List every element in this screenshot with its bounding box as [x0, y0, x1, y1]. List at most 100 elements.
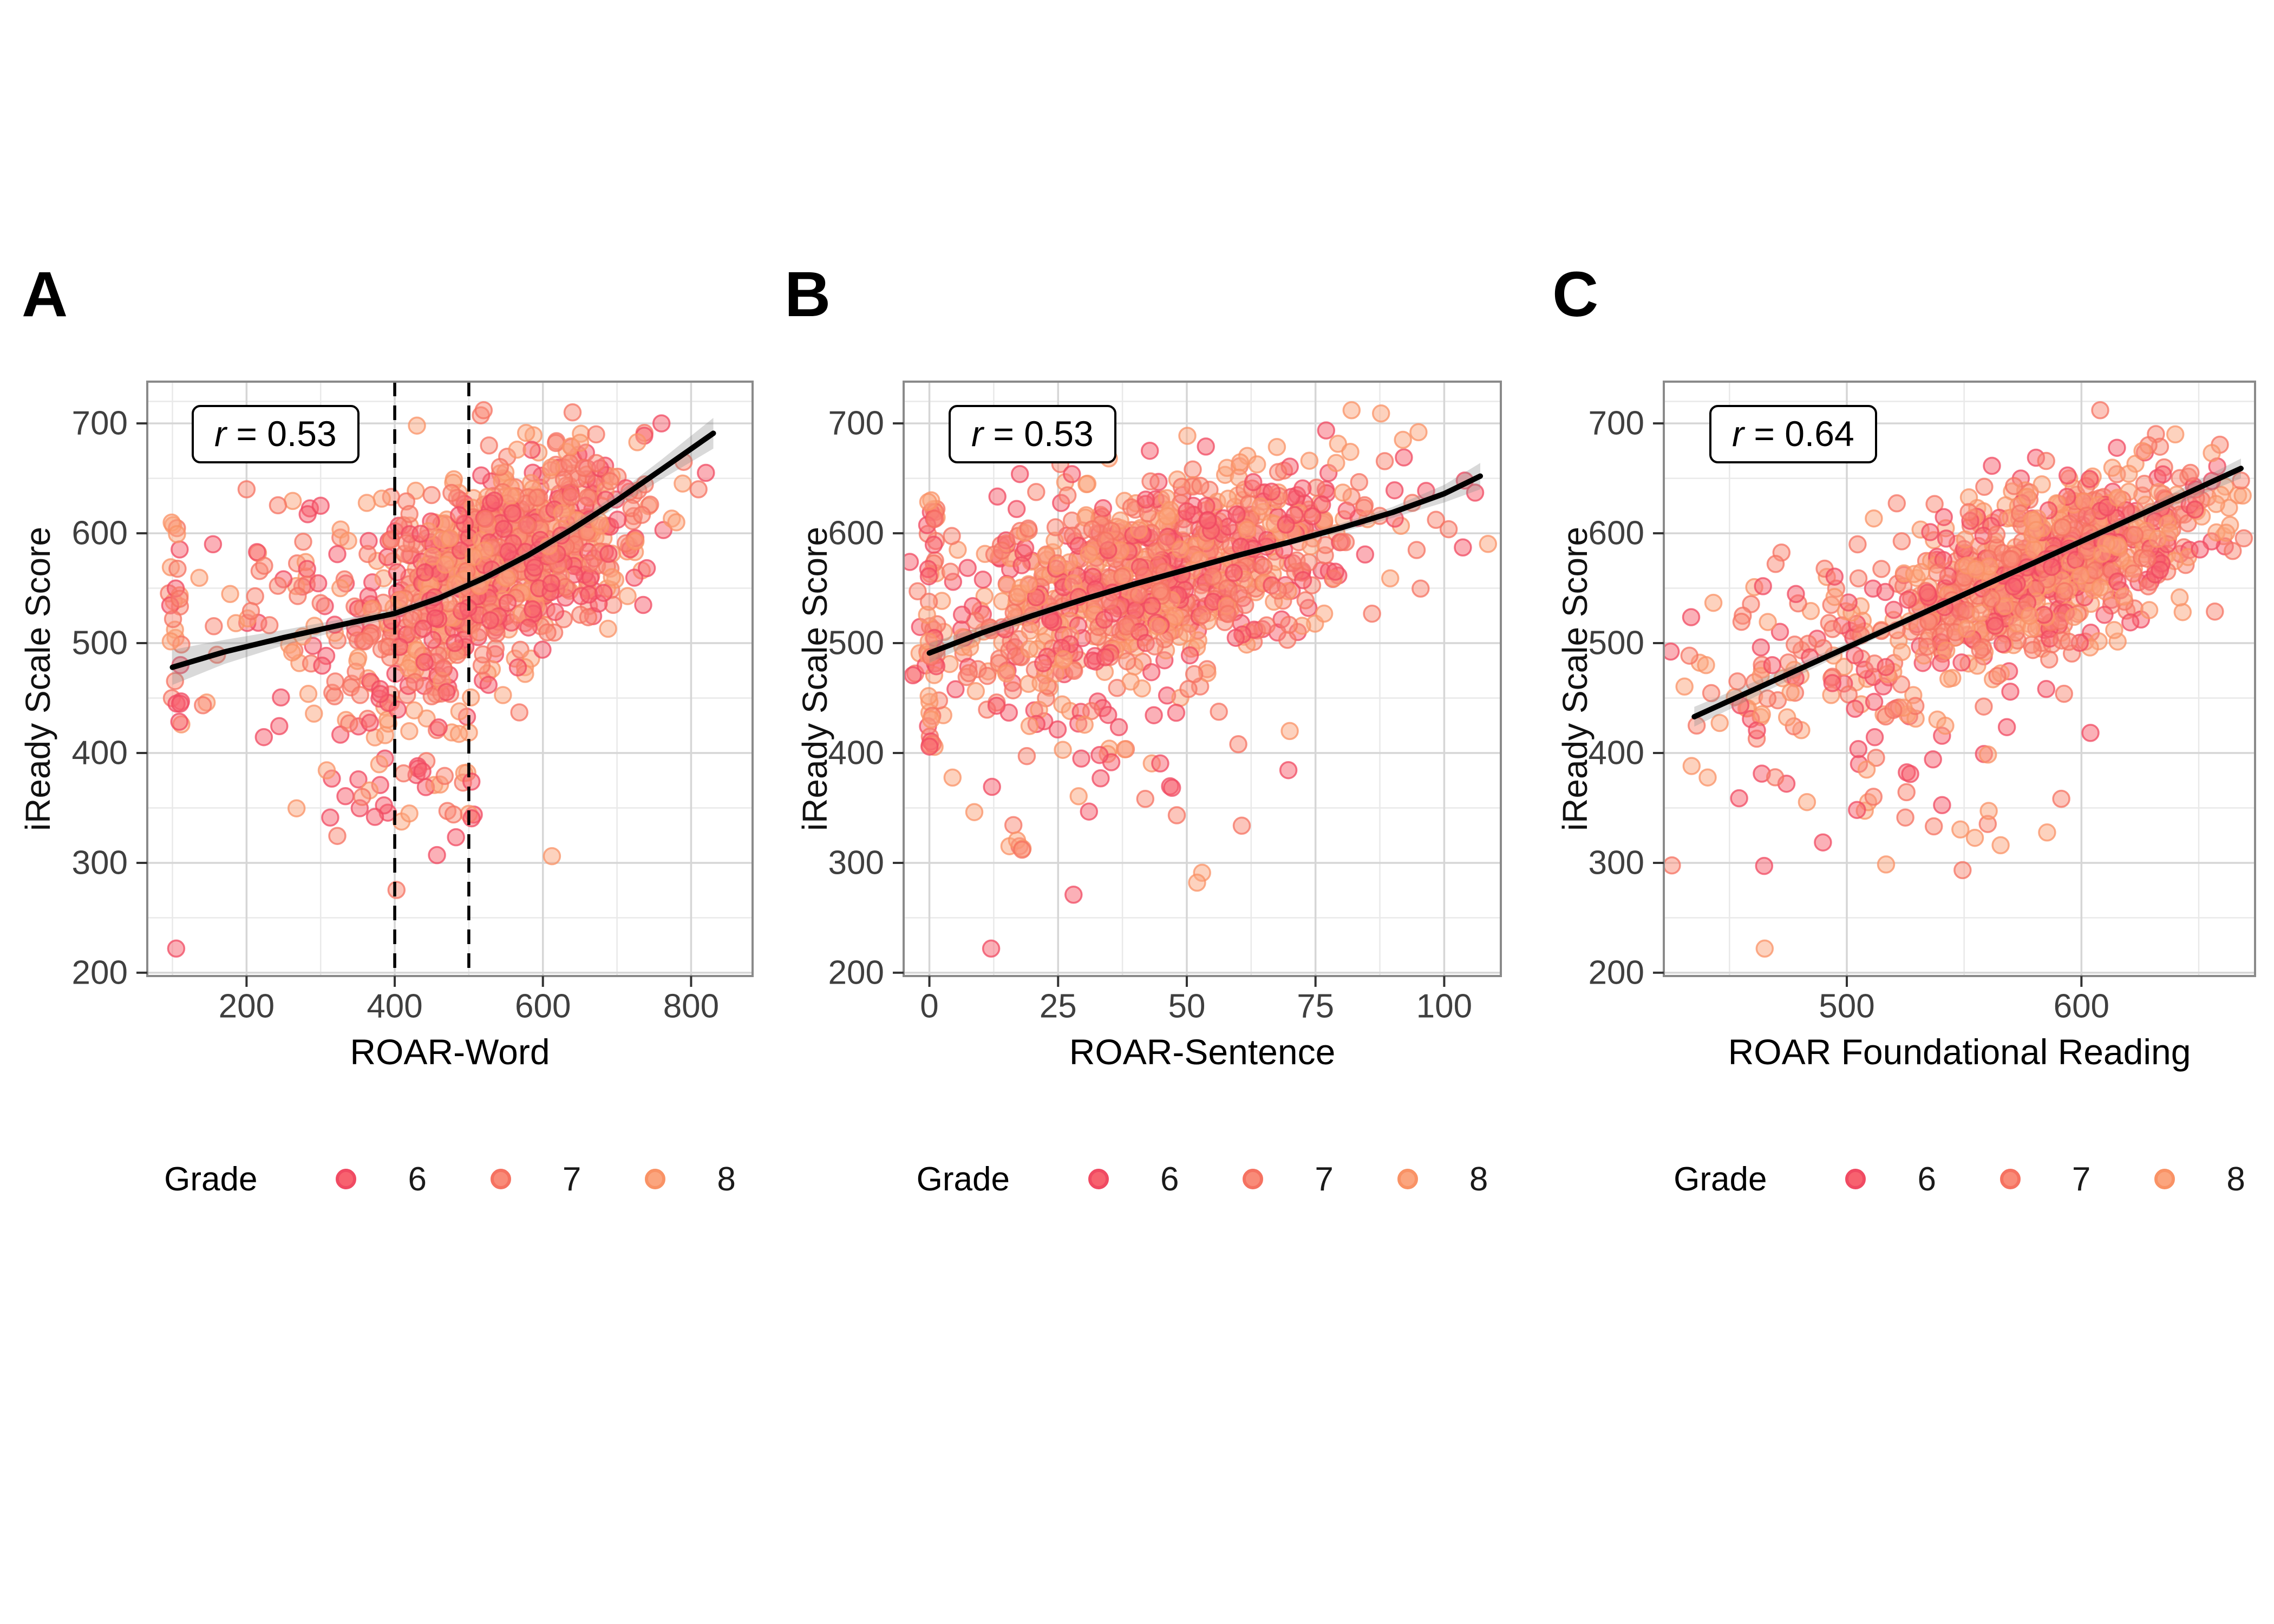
data-point	[1299, 553, 1318, 572]
legend-item-grade-6: 6	[1088, 1160, 1179, 1199]
data-point	[579, 585, 598, 604]
data-point	[618, 587, 637, 605]
data-point	[1048, 720, 1067, 739]
data-point	[353, 788, 371, 806]
data-point	[2023, 640, 2042, 659]
data-point	[909, 582, 927, 601]
data-point	[503, 504, 522, 522]
data-point	[608, 510, 627, 529]
data-point	[1664, 642, 1680, 661]
data-point	[1766, 768, 1785, 787]
data-point	[1781, 683, 1800, 702]
data-point	[1004, 816, 1023, 834]
data-point	[538, 623, 557, 641]
data-point	[380, 638, 398, 656]
data-point	[1899, 591, 1917, 609]
data-point	[1184, 460, 1202, 479]
data-point	[1730, 789, 1748, 808]
data-point	[1332, 533, 1351, 551]
data-point	[485, 491, 504, 510]
x-tick-label: 500	[1819, 988, 1874, 1025]
data-point	[1787, 585, 1805, 604]
trend-line	[926, 473, 1483, 656]
data-point	[1210, 703, 1228, 721]
data-point	[416, 563, 434, 582]
y-tick-label: 500	[828, 625, 884, 662]
data-point	[2114, 587, 2133, 606]
data-point	[1682, 757, 1701, 775]
data-point	[325, 687, 344, 706]
y-tick-label: 300	[828, 844, 884, 881]
data-point	[1046, 664, 1065, 683]
data-point	[1924, 750, 1942, 769]
data-point	[1409, 423, 1428, 442]
data-point	[2037, 680, 2056, 698]
x-tick-label: 0	[920, 988, 938, 1025]
data-point	[561, 487, 580, 506]
data-point	[1020, 640, 1038, 658]
data-point	[205, 617, 223, 636]
y-tick-label: 600	[828, 515, 884, 552]
data-point	[1178, 427, 1197, 445]
data-point	[167, 939, 186, 958]
grade-6-dot-icon	[1845, 1169, 1866, 1189]
data-point	[1122, 498, 1141, 516]
correlation-label: r = 0.53	[192, 405, 360, 463]
data-point	[498, 593, 517, 612]
data-point	[1892, 643, 1911, 662]
data-point	[1849, 569, 1868, 588]
data-point	[2005, 477, 2023, 495]
data-point	[1865, 509, 1883, 528]
data-point	[1010, 464, 1029, 483]
data-point	[1918, 584, 1937, 602]
data-point	[599, 619, 617, 638]
data-point	[400, 505, 419, 523]
data-point	[599, 545, 618, 563]
data-point	[1117, 617, 1135, 636]
confidence-band	[172, 418, 714, 685]
data-point	[1479, 535, 1498, 553]
data-point	[943, 527, 961, 545]
data-point	[581, 554, 599, 573]
data-point	[501, 487, 520, 505]
data-point	[413, 762, 432, 781]
data-point	[2234, 529, 2253, 548]
data-point	[1095, 611, 1114, 629]
y-axis-title: iReady Scale Score	[795, 526, 834, 831]
data-point	[1921, 523, 1939, 541]
legend-item-grade-8: 8	[2154, 1160, 2245, 1199]
data-point	[1865, 692, 1884, 711]
x-axis-title: ROAR-Sentence	[1069, 1032, 1336, 1072]
legend-label: 7	[562, 1160, 581, 1198]
data-point	[309, 574, 328, 593]
data-point	[1848, 535, 1867, 554]
x-tick-labels: 0 25 50 75 100	[920, 988, 1472, 1025]
data-point	[2093, 545, 2112, 563]
data-point	[987, 696, 1006, 715]
y-tick-label: 200	[1589, 954, 1644, 991]
data-point	[298, 505, 317, 523]
data-point	[1845, 646, 1864, 665]
data-point	[1959, 503, 1978, 521]
data-point	[1956, 530, 1975, 549]
data-point	[476, 509, 495, 528]
data-point	[689, 480, 708, 499]
grade-8-dot-icon	[2154, 1169, 2175, 1189]
data-point	[628, 433, 646, 451]
data-point	[270, 717, 289, 736]
grade-legend: Grade 6 7 8	[104, 1156, 796, 1202]
y-axis-title: iReady Scale Score	[18, 526, 57, 831]
data-point	[387, 881, 406, 899]
data-point	[1849, 739, 1868, 758]
data-point	[1825, 567, 1844, 586]
data-point	[1759, 613, 1777, 631]
data-point	[997, 664, 1016, 683]
data-point	[920, 737, 939, 756]
data-point	[429, 718, 448, 737]
data-point	[1185, 665, 1204, 684]
data-point	[1887, 494, 1906, 513]
data-point	[313, 656, 331, 675]
data-point	[959, 664, 978, 683]
data-point	[1935, 508, 1953, 526]
data-point	[2072, 566, 2090, 585]
